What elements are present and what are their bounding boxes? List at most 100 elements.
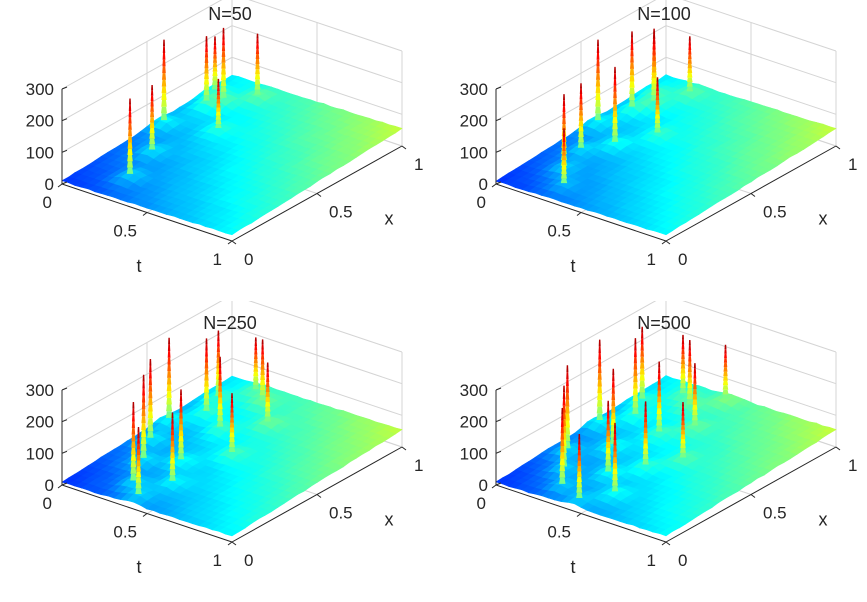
spike-mark: [691, 415, 698, 421]
spike-mark: [613, 85, 617, 92]
spike-mark: [612, 104, 618, 111]
spike-mark: [595, 86, 601, 94]
spike-mark: [578, 439, 581, 445]
spike-mark: [180, 389, 182, 396]
spike-mark: [168, 337, 171, 345]
spike-mark: [594, 113, 602, 121]
spike-mark: [215, 119, 222, 124]
z-tick: [61, 419, 68, 423]
spike-mark: [681, 406, 685, 412]
spike-mark: [686, 86, 693, 92]
spike-mark: [723, 367, 728, 372]
spike-mark: [634, 338, 637, 345]
plot-title: N=100: [637, 4, 691, 24]
spike-mark: [266, 367, 269, 373]
spike-mark: [630, 43, 634, 51]
spike-mark: [639, 386, 646, 393]
spike-mark: [167, 344, 171, 352]
spike-mark: [217, 391, 223, 398]
spike-mark: [221, 45, 226, 52]
spike-mark: [266, 372, 270, 378]
spike-mark: [149, 127, 155, 134]
spike-mark: [611, 387, 615, 394]
spike-mark: [217, 341, 220, 347]
spike-mark: [229, 442, 235, 448]
spike-mark: [254, 337, 257, 342]
spike-mark: [656, 81, 659, 87]
spike-mark: [162, 59, 166, 67]
spike-mark: [680, 439, 686, 444]
spike-mark: [217, 330, 220, 336]
spike-mark: [655, 109, 660, 115]
spike-mark: [614, 66, 616, 74]
spike-mark: [655, 104, 660, 110]
spike-mark: [254, 350, 258, 355]
spike-mark: [612, 457, 618, 463]
spike-mark: [576, 482, 583, 488]
spike-mark: [166, 397, 172, 405]
spike-mark: [253, 371, 259, 377]
spike-mark: [136, 443, 141, 450]
z-tick-label: 200: [26, 112, 54, 131]
spike-mark: [169, 469, 176, 476]
spike-mark: [218, 368, 222, 375]
spike-mark: [566, 372, 569, 380]
spike-mark: [610, 412, 616, 419]
spike-mark: [131, 428, 136, 435]
z-tick-label: 200: [26, 413, 54, 432]
spike-mark: [136, 460, 141, 467]
spike-mark: [687, 372, 692, 378]
t-tick: [576, 212, 582, 216]
spike-mark: [215, 111, 221, 116]
spike-mark: [127, 136, 133, 143]
spike-mark: [562, 399, 566, 406]
spike-mark: [681, 411, 685, 416]
spike-mark: [217, 82, 220, 88]
spike-mark: [642, 459, 649, 465]
spike-mark: [259, 390, 266, 396]
spike-mark: [127, 161, 133, 168]
spike-mark: [687, 59, 692, 64]
spike-mark: [578, 115, 584, 121]
spike-mark: [204, 374, 209, 381]
spike-mark: [230, 407, 234, 413]
spike-mark: [253, 376, 259, 381]
spike-mark: [150, 111, 155, 118]
t-tick: [576, 513, 582, 517]
spike-mark: [688, 345, 691, 351]
spike-mark: [128, 123, 132, 130]
spike-mark: [254, 354, 258, 359]
spike-mark: [613, 434, 617, 441]
z-tick: [495, 450, 502, 454]
spike-mark: [597, 379, 602, 387]
spike-mark: [596, 399, 603, 407]
spike-mark: [216, 91, 220, 96]
spike-mark: [629, 93, 635, 101]
spike-mark: [178, 435, 184, 442]
spike-mark: [135, 488, 142, 494]
spike-mark: [204, 362, 209, 369]
spike-mark: [688, 361, 692, 367]
spike-mark: [722, 385, 729, 390]
spike-mark: [681, 339, 685, 345]
spike-mark: [607, 400, 610, 407]
spike-mark: [149, 358, 152, 366]
z-tick-label: 200: [460, 112, 488, 131]
spike-mark: [128, 129, 132, 137]
t-tick: [661, 240, 667, 245]
x-tick: [665, 541, 671, 546]
z-tick: [61, 450, 68, 454]
spike-mark: [652, 44, 656, 50]
t-axis-label: t: [570, 557, 575, 577]
spike-mark: [657, 396, 662, 403]
spike-mark: [655, 100, 660, 105]
spike-mark: [723, 358, 728, 363]
x-tick-label: 0.5: [763, 504, 787, 523]
spike-mark: [203, 95, 210, 101]
spike-mark: [167, 351, 171, 358]
spike-mark: [218, 380, 222, 386]
spike-mark: [595, 106, 601, 114]
spike-mark: [687, 77, 693, 83]
spike-mark: [657, 390, 662, 397]
